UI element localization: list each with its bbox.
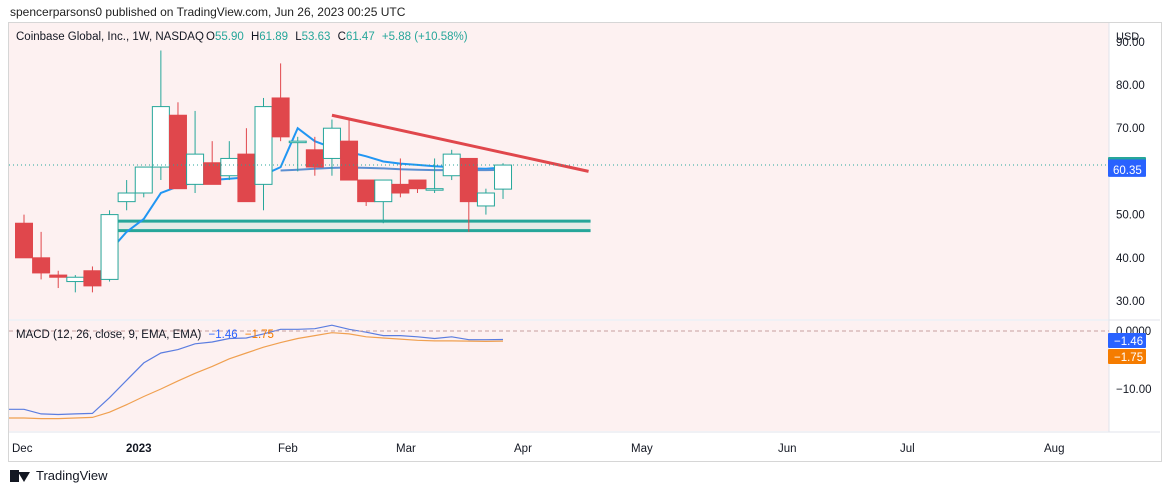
candle: [322, 119, 341, 176]
candle: [425, 158, 444, 193]
candle-body: [374, 179, 393, 203]
price-tick-label: 80.00: [1116, 80, 1145, 92]
candle: [408, 179, 427, 193]
candle: [288, 136, 307, 172]
macd-legend: MACD (12, 26, close, 9, EMA, EMA) −1.46 …: [16, 329, 274, 341]
candle-body: [32, 257, 51, 274]
currency-label: USD: [1116, 31, 1139, 43]
support-band: [114, 219, 591, 233]
time-tick-label: Apr: [514, 443, 532, 455]
candle-body: [49, 274, 68, 278]
tradingview-logo-icon: [10, 469, 30, 482]
time-axis-labels: Dec 2023 Feb Mar Apr May Jun Jul Aug: [12, 443, 1064, 455]
support-zone-fill: [114, 221, 591, 231]
candle: [357, 179, 376, 206]
candle-body: [459, 157, 478, 203]
macd-badge-label: −1.75: [1114, 352, 1143, 364]
candle-body: [220, 157, 239, 177]
candle: [459, 157, 478, 232]
price-tick-label: 70.00: [1116, 123, 1145, 135]
time-tick-label: Feb: [278, 443, 298, 455]
candle: [186, 110, 205, 193]
candle-body: [391, 183, 410, 194]
price-badge-label: 60.35: [1113, 165, 1142, 177]
price-badges: 61.4760.9160.35: [1108, 157, 1146, 177]
candle: [340, 119, 359, 181]
macd-lines: [9, 324, 504, 420]
time-tick-label: Jul: [900, 443, 915, 455]
trendline: [331, 113, 589, 173]
macd-pane-bg: [9, 321, 1109, 431]
resistance-trendline: [331, 113, 589, 173]
candle: [220, 141, 239, 181]
candle: [168, 102, 187, 190]
time-tick-label: 2023: [126, 443, 152, 455]
candle-body: [494, 164, 513, 190]
legend-title: Coinbase Global, Inc., 1W, NASDAQ: [16, 31, 204, 43]
candle-body: [288, 140, 307, 144]
candle-body: [340, 140, 359, 181]
time-tick-label: Jun: [778, 443, 797, 455]
candle-body: [134, 166, 153, 194]
candle-body: [100, 214, 119, 280]
candle-body: [66, 276, 85, 283]
legend-ohlc: O55.90 H61.89 L53.63 C61.47 +5.88 (+10.5…: [206, 31, 468, 43]
time-tick-label: Dec: [12, 443, 33, 455]
price-tick-label: 90.00: [1116, 37, 1145, 49]
candle: [374, 179, 393, 224]
candle-body: [83, 270, 102, 287]
candle: [203, 141, 222, 185]
candle-body: [15, 222, 33, 259]
candle: [32, 231, 51, 280]
candles: [15, 50, 513, 293]
time-tick-label: Mar: [396, 443, 416, 455]
candle: [117, 180, 136, 211]
macd-line: [9, 324, 504, 416]
candle-body: [203, 162, 222, 185]
price-tick-label: 40.00: [1116, 253, 1145, 265]
price-tick-label: 30.00: [1116, 296, 1145, 308]
candle-body: [117, 192, 136, 203]
candle-body: [322, 127, 341, 159]
candle-body: [186, 153, 205, 185]
candle-body: [254, 106, 273, 185]
candle-body: [151, 106, 170, 168]
macd-tick-label: −10.00: [1116, 384, 1152, 396]
time-tick-label: May: [631, 443, 653, 455]
macd-badges: −1.46 −1.75: [1108, 333, 1146, 364]
candle: [100, 210, 119, 282]
macd-signal-line: [9, 332, 504, 420]
macd-badge: −1.46: [1108, 333, 1146, 348]
candle: [305, 136, 324, 176]
macd-badge: −1.75: [1108, 349, 1146, 364]
candle: [494, 163, 513, 199]
candle-body: [425, 188, 444, 191]
published-caption: spencerparsons0 published on TradingView…: [10, 5, 406, 19]
candle: [83, 266, 102, 293]
candle: [254, 97, 273, 211]
time-tick-label: Aug: [1044, 443, 1064, 455]
candle-body: [168, 114, 187, 190]
candle: [49, 270, 68, 289]
macd-badge-label: −1.46: [1114, 336, 1143, 348]
candle-body: [271, 97, 290, 138]
candle-body: [237, 153, 256, 203]
candle: [134, 166, 153, 198]
price-tick-label: 50.00: [1116, 210, 1145, 222]
candle-body: [476, 192, 495, 207]
footer-brand: TradingView: [36, 468, 108, 483]
candle: [15, 214, 33, 259]
candle: [476, 188, 495, 215]
candle: [237, 128, 256, 203]
footer: TradingView: [10, 468, 108, 483]
candle: [271, 63, 290, 142]
candle-body: [408, 179, 427, 190]
candle-body: [357, 179, 376, 203]
candle-body: [305, 149, 324, 168]
price-badge: 60.35: [1108, 161, 1146, 177]
